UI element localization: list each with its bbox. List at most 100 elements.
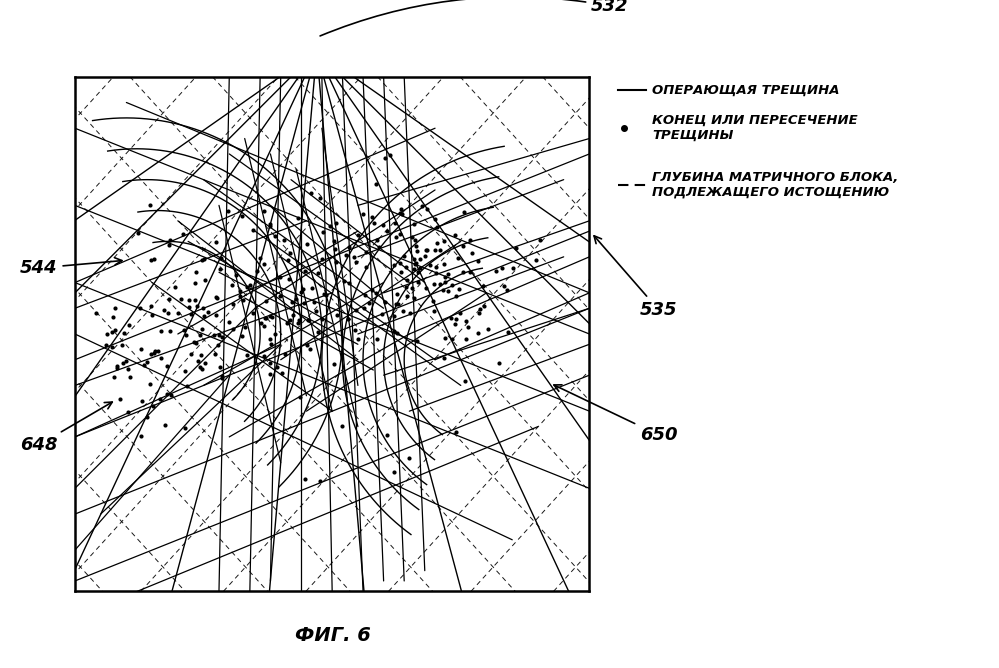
Point	[265, 311, 281, 322]
Point	[239, 350, 255, 361]
Point	[350, 333, 366, 344]
Point	[458, 376, 474, 387]
Point	[508, 242, 524, 253]
Point	[293, 287, 309, 297]
Point	[423, 260, 439, 271]
Point	[256, 259, 272, 270]
Point	[249, 265, 265, 276]
Point	[194, 363, 210, 374]
Point	[396, 305, 412, 316]
Point	[206, 329, 222, 340]
Point	[464, 247, 480, 258]
Point	[236, 295, 252, 305]
Point	[135, 395, 151, 406]
Point	[405, 231, 421, 242]
Point	[481, 324, 497, 335]
Text: 648: 648	[20, 402, 112, 454]
Point	[476, 300, 492, 311]
Point	[304, 283, 320, 293]
Point	[160, 307, 176, 318]
Point	[88, 307, 104, 318]
Point	[403, 308, 419, 319]
Point	[430, 222, 446, 232]
Point	[267, 230, 283, 241]
Point	[281, 255, 297, 265]
Point	[139, 357, 155, 367]
Point	[505, 263, 521, 273]
Point	[428, 268, 444, 279]
Point	[393, 267, 409, 277]
Point	[407, 254, 423, 265]
Point	[285, 310, 301, 321]
Point	[189, 337, 205, 348]
Point	[104, 327, 120, 337]
Point	[393, 258, 409, 269]
Point	[132, 302, 148, 313]
Point	[142, 379, 158, 389]
Point	[214, 331, 230, 342]
Point	[273, 291, 289, 301]
Point	[366, 218, 382, 228]
Point	[426, 296, 442, 307]
Point	[146, 347, 162, 358]
Point	[492, 358, 507, 369]
Point	[499, 285, 514, 295]
Point	[356, 303, 372, 313]
Point	[299, 340, 315, 351]
Point	[445, 279, 461, 290]
Point	[197, 357, 213, 368]
Point	[318, 290, 334, 301]
Point	[436, 236, 452, 246]
Point	[183, 309, 199, 319]
Point	[153, 352, 169, 363]
Point	[495, 263, 510, 274]
Point	[316, 226, 332, 237]
Point	[133, 344, 149, 355]
Point	[408, 240, 424, 251]
Point	[162, 293, 178, 304]
Point	[347, 325, 363, 335]
Point	[438, 333, 454, 344]
Point	[456, 206, 472, 217]
Point	[412, 263, 428, 273]
Point	[195, 323, 211, 334]
Point	[187, 337, 203, 347]
Point	[358, 290, 374, 301]
Point	[532, 235, 548, 246]
Point	[406, 218, 422, 229]
Point	[342, 242, 358, 253]
Point	[212, 361, 228, 372]
Point	[256, 351, 272, 361]
Point	[387, 217, 403, 228]
Point	[407, 264, 423, 275]
Point	[187, 295, 203, 305]
Point	[257, 206, 273, 216]
Point	[176, 325, 192, 336]
Point	[398, 262, 414, 273]
Point	[300, 238, 316, 249]
Point	[207, 349, 223, 360]
Point	[500, 327, 516, 337]
Point	[177, 365, 193, 376]
Point	[358, 246, 374, 257]
Point	[488, 265, 503, 276]
Point	[283, 315, 299, 325]
Point	[183, 348, 199, 359]
Point	[170, 308, 186, 319]
Text: ОПЕРАЮЩАЯ ТРЕЩИНА: ОПЕРАЮЩАЯ ТРЕЩИНА	[652, 84, 839, 96]
Point	[196, 254, 212, 265]
Point	[427, 214, 443, 224]
Point	[463, 234, 479, 245]
Point	[448, 427, 464, 438]
Point	[386, 310, 402, 321]
Point	[378, 297, 394, 308]
Point	[404, 283, 420, 294]
Point	[228, 269, 244, 280]
Point	[196, 311, 212, 321]
Point	[242, 279, 258, 290]
Point	[245, 307, 261, 318]
Point	[359, 261, 375, 272]
Point	[406, 293, 422, 303]
Point	[159, 361, 175, 371]
Point	[152, 393, 168, 404]
